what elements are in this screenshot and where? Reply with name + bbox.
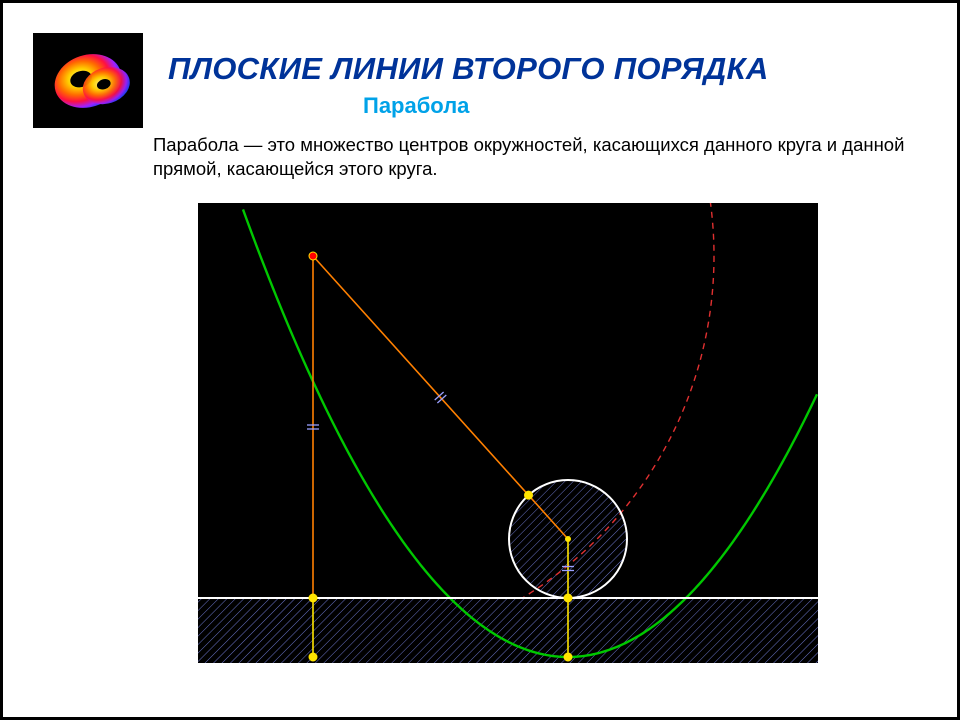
- slide-body-text: Парабола — это множество центров окружно…: [153, 133, 913, 181]
- logo-svg: [43, 41, 133, 121]
- logo: [33, 33, 143, 128]
- slide-subtitle: Парабола: [363, 93, 469, 119]
- figure: [198, 203, 818, 663]
- slide-title: ПЛОСКИЕ ЛИНИИ ВТОРОГО ПОРЯДКА: [168, 51, 769, 87]
- focus-dot: [565, 536, 571, 542]
- figure-svg: [198, 203, 818, 663]
- slide-frame: ПЛОСКИЕ ЛИНИИ ВТОРОГО ПОРЯДКА Парабола П…: [0, 0, 960, 720]
